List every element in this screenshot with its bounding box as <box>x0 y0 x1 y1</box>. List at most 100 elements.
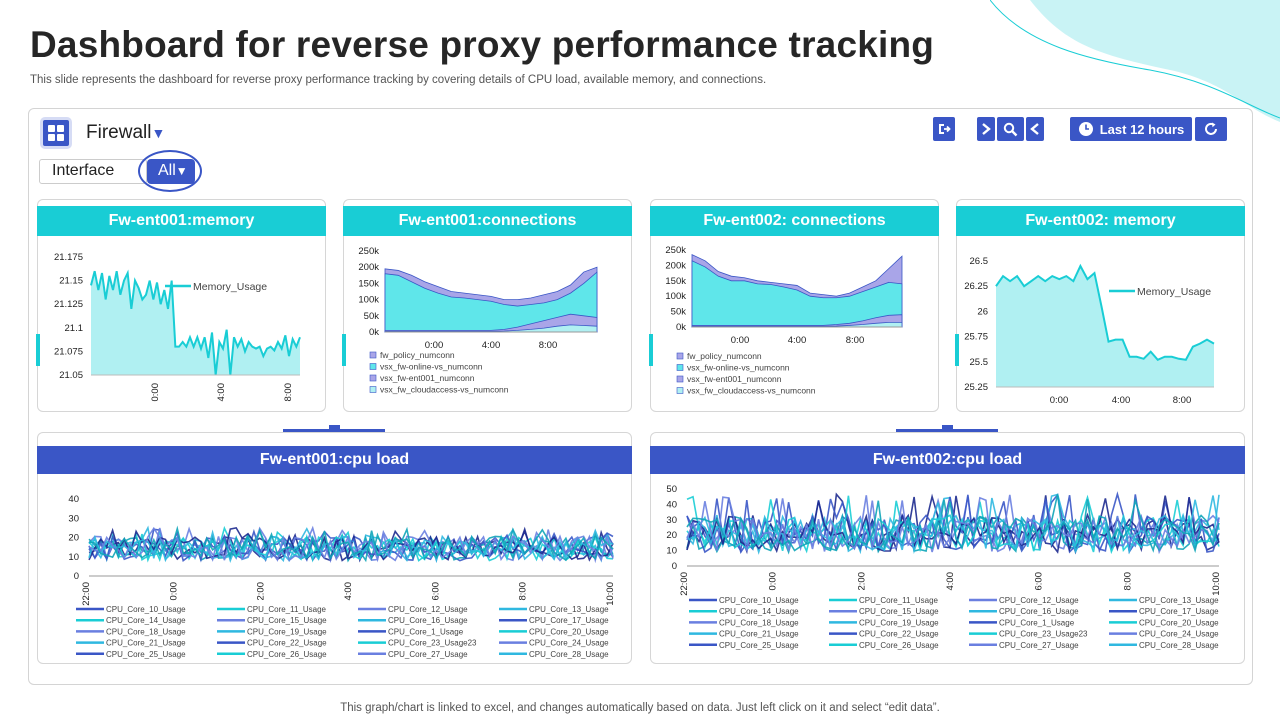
decorative-wave <box>990 0 1280 122</box>
x-tick-label: 0:00 <box>731 335 750 346</box>
x-tick-label: 4:00 <box>788 335 807 346</box>
logout-button[interactable] <box>933 117 955 141</box>
x-tick-label: 6:00 <box>1034 572 1045 591</box>
legend-label: vsx_fw_cloudaccess-vs_numconn <box>687 386 816 396</box>
y-tick-label: 26.25 <box>964 281 988 292</box>
firewall-dropdown[interactable]: Firewall▼ <box>86 122 165 144</box>
legend-label: CPU_Core_22_Usage <box>247 639 327 648</box>
scroll-indicator <box>649 334 653 366</box>
y-tick-label: 10 <box>68 552 79 563</box>
y-tick-label: 30 <box>68 513 79 524</box>
legend-label: CPU_Core_24_Usage <box>529 639 609 648</box>
legend-label: CPU_Core_28_Usage <box>529 650 609 659</box>
y-tick-label: 21.125 <box>54 299 83 310</box>
x-tick-label: 0:00 <box>1050 395 1069 406</box>
y-tick-label: 200k <box>358 262 379 273</box>
legend-label: CPU_Core_18_Usage <box>719 618 799 627</box>
legend-label: CPU_Core_22_Usage <box>859 630 939 639</box>
legend-label: CPU_Core_11_Usage <box>247 605 327 614</box>
card-title: Fw-ent001:cpu load <box>37 446 632 474</box>
slider-handle[interactable] <box>942 425 953 436</box>
legend-label: CPU_Core_1_Usage <box>388 627 464 636</box>
scroll-indicator <box>955 334 959 366</box>
legend-swatch <box>369 363 377 370</box>
y-tick-label: 25.5 <box>970 357 989 368</box>
slider-handle[interactable] <box>329 425 340 436</box>
firewall-label: Firewall <box>86 122 152 143</box>
y-tick-label: 21.175 <box>54 252 83 263</box>
legend-swatch <box>676 352 684 360</box>
x-tick-label: 2:00 <box>256 582 267 601</box>
legend-label: CPU_Core_18_Usage <box>106 627 186 636</box>
y-tick-label: 20 <box>68 533 79 544</box>
next-button[interactable] <box>977 117 995 141</box>
legend-label: CPU_Core_26_Usage <box>859 641 939 650</box>
legend-label: CPU_Core_16_Usage <box>999 607 1079 616</box>
series-area <box>91 271 300 375</box>
card-title: Fw-ent001:connections <box>343 206 632 236</box>
x-tick-label: 8:00 <box>518 582 529 601</box>
legend-label: CPU_Core_15_Usage <box>247 616 327 625</box>
time-range-label: Last 12 hours <box>1099 121 1185 137</box>
legend-label: CPU_Core_1_Usage <box>999 618 1075 627</box>
y-tick-label: 50 <box>666 484 677 495</box>
y-tick-label: 25.75 <box>964 332 988 343</box>
y-tick-label: 21.075 <box>54 346 83 357</box>
legend-label: CPU_Core_23_Usage23 <box>388 639 477 648</box>
series-line <box>686 494 1220 553</box>
legend-label: CPU_Core_27_Usage <box>388 650 468 659</box>
y-tick-label: 20 <box>666 530 677 541</box>
chevron-right-icon <box>982 123 991 135</box>
card-title: Fw-ent002: connections <box>650 206 939 236</box>
series-area <box>691 321 903 328</box>
x-tick-label: 8:00 <box>1173 395 1192 406</box>
legend-label: CPU_Core_14_Usage <box>106 616 186 625</box>
legend-label: CPU_Core_14_Usage <box>719 607 799 616</box>
caret-down-icon: ▼ <box>175 164 188 178</box>
legend-label: CPU_Core_17_Usage <box>529 616 609 625</box>
legend-label: CPU_Core_13_Usage <box>529 605 609 614</box>
x-tick-label: 8:00 <box>1122 572 1133 591</box>
x-tick-label: 10:00 <box>605 582 616 606</box>
refresh-icon <box>1205 122 1217 135</box>
legend-label: CPU_Core_25_Usage <box>106 650 186 659</box>
previous-button[interactable] <box>1026 117 1044 141</box>
legend-label: vsx_fw-ent001_numconn <box>687 374 782 384</box>
x-tick-label: 4:00 <box>343 582 354 601</box>
y-tick-label: 50k <box>364 311 380 322</box>
legend-label: CPU_Core_19_Usage <box>247 627 327 636</box>
refresh-button[interactable] <box>1195 117 1227 141</box>
chart-ent002-memory: 26.5 26.25 26 25.75 25.5 25.25 0:00 4:00 8:00 Mem… <box>964 256 1215 406</box>
x-tick-label: 0:00 <box>150 383 161 402</box>
y-tick-label: 50k <box>671 307 687 318</box>
legend-label: CPU_Core_12_Usage <box>388 605 468 614</box>
interface-filter-select[interactable]: All▼ <box>147 159 195 184</box>
grid-icon[interactable] <box>40 117 72 149</box>
highlight-ring <box>138 150 202 192</box>
time-range-button[interactable]: Last 12 hours <box>1070 117 1192 141</box>
legend-swatch <box>676 387 684 394</box>
series-area <box>691 314 903 328</box>
series-line <box>88 525 614 563</box>
y-tick-label: 100k <box>358 295 379 306</box>
y-tick-label: 150k <box>665 276 686 287</box>
legend-label: CPU_Core_19_Usage <box>859 618 939 627</box>
x-tick-label: 4:00 <box>216 383 227 402</box>
legend-label: CPU_Core_13_Usage <box>1139 596 1219 605</box>
series-area <box>384 324 598 333</box>
legend-label: CPU_Core_10_Usage <box>719 596 799 605</box>
search-button[interactable] <box>997 117 1024 141</box>
series-line <box>88 527 614 562</box>
legend-label: CPU_Core_16_Usage <box>388 616 468 625</box>
y-tick-label: 10 <box>666 546 677 557</box>
chart-ent002-connections: 250k 200k 150k 100k 50k 0k 0:00 4:00 8:00 fw_poli… <box>665 245 903 396</box>
card-title: Fw-ent001:memory <box>37 206 326 236</box>
page-subtitle: This slide represents the dashboard for … <box>30 74 767 86</box>
logout-icon <box>939 124 951 134</box>
legend-label: CPU_Core_25_Usage <box>719 641 799 650</box>
x-tick-label: 4:00 <box>945 572 956 591</box>
y-tick-label: 25.25 <box>964 382 988 393</box>
legend-label: fw_policy_numconn <box>380 350 455 360</box>
x-tick-label: 8:00 <box>283 383 294 402</box>
card-title: Fw-ent002: memory <box>956 206 1245 236</box>
